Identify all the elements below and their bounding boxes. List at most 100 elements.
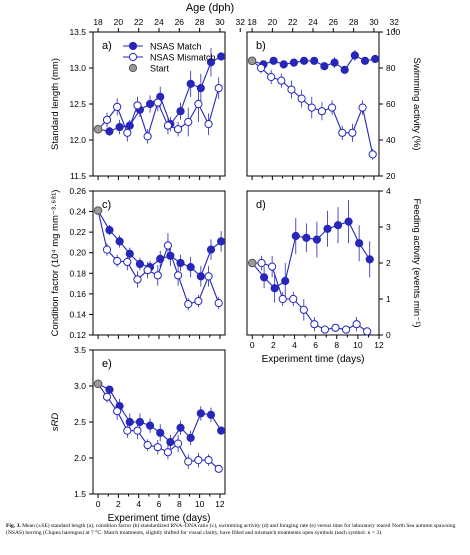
top-tick-label: 18: [247, 17, 257, 27]
data-point-mismatch: [133, 275, 142, 284]
data-point-match: [135, 417, 145, 427]
data-point-mismatch: [173, 271, 183, 280]
data-point-mismatch: [317, 107, 327, 116]
x-axis-label: Experiment time (days): [262, 354, 365, 365]
data-point-match: [135, 259, 145, 269]
data-point-mismatch: [331, 323, 340, 332]
data-point-mismatch: [184, 457, 193, 466]
legend-match-label: NSAS Match: [150, 42, 202, 52]
top-tick-label: 20: [268, 17, 278, 27]
legend-start-label: Start: [150, 64, 170, 74]
y-tick-label: 1.5: [74, 489, 86, 499]
data-point-mismatch: [143, 440, 152, 450]
data-point-mismatch: [214, 84, 223, 93]
panel-label: c): [102, 199, 111, 211]
data-point-match: [302, 233, 311, 242]
panel-label: e): [102, 358, 112, 370]
data-point-match: [196, 272, 205, 281]
data-point-mismatch: [113, 256, 122, 266]
data-point-match: [145, 421, 155, 430]
plot-frame: [246, 190, 380, 336]
panel-a: a) 11.5 12.0 12.5 13.0 13.5 Standard length (m…: [50, 17, 245, 181]
data-point-mismatch: [320, 325, 330, 334]
figure-caption: Fig. 3. Mean (±SE) standard length (a), …: [6, 523, 464, 537]
data-point-mismatch: [267, 72, 276, 82]
data-point-mismatch: [204, 120, 213, 129]
x-tick-label: 8: [177, 499, 182, 509]
data-point-match: [355, 239, 364, 248]
data-point-match: [105, 225, 114, 235]
y-tick-label: 3.0: [74, 381, 86, 391]
data-point-mismatch: [363, 327, 372, 336]
data-point-mismatch: [143, 132, 152, 141]
data-point-mismatch: [299, 305, 308, 314]
data-point-mismatch: [297, 94, 306, 103]
y-tick-label: 1: [386, 294, 391, 304]
data-point-match: [125, 417, 134, 427]
data-point-match: [206, 245, 216, 254]
data-point-mismatch: [173, 439, 183, 448]
top-tick-label: 28: [195, 17, 205, 27]
data-point-mismatch: [133, 101, 142, 110]
y-axis-label: Feeding activity (events min⁻¹): [411, 198, 422, 327]
y-tick-label: 60: [386, 99, 396, 109]
data-point-match: [186, 79, 195, 88]
top-tick-label: 32: [389, 17, 399, 27]
data-point-match: [365, 255, 374, 264]
data-point-match: [176, 107, 185, 116]
y-tick-label: 0.22: [69, 227, 86, 237]
data-point-match: [196, 84, 205, 93]
y-axis-label: sRD: [50, 413, 61, 432]
data-point-match: [281, 276, 290, 286]
data-point-mismatch: [358, 103, 367, 112]
legend-mismatch-marker: [128, 52, 138, 62]
start-point: [247, 56, 257, 66]
x-tick-label: 8: [334, 340, 339, 350]
data-point-mismatch: [184, 117, 193, 127]
data-point-mismatch: [153, 98, 162, 107]
data-point-mismatch: [214, 464, 223, 473]
top-tick-label: 30: [369, 17, 379, 27]
x-tick-label: 4: [292, 340, 297, 350]
panel-label: b): [256, 40, 266, 52]
data-point-mismatch: [173, 125, 183, 134]
data-point-mismatch: [123, 426, 132, 435]
top-tick-label: 26: [329, 17, 339, 27]
top-tick-label: 22: [134, 17, 144, 27]
x-tick-label: 10: [353, 340, 363, 350]
data-point-match: [360, 56, 370, 65]
x-tick-label: 2: [116, 499, 121, 509]
data-point-match: [323, 224, 332, 233]
data-point-mismatch: [123, 257, 132, 267]
x-tick-label: 6: [157, 499, 162, 509]
data-point-match: [310, 56, 319, 65]
y-tick-label: 3.5: [74, 345, 86, 355]
x-tick-label: 12: [374, 340, 384, 350]
data-point-mismatch: [153, 443, 162, 452]
data-point-mismatch: [143, 266, 152, 275]
legend-mismatch-label: NSAS Mismatch: [150, 53, 216, 63]
data-point-match: [371, 54, 380, 64]
top-tick-label: 22: [288, 17, 298, 27]
data-point-match: [260, 273, 269, 282]
y-tick-label: 0.12: [69, 330, 86, 340]
top-axis-title-group: Age (dph): [186, 2, 234, 14]
data-point-mismatch: [257, 258, 266, 268]
series-line-mismatch: [252, 262, 368, 332]
data-point-match: [344, 217, 353, 226]
y-tick-label: 80: [386, 63, 396, 73]
data-point-mismatch: [194, 456, 203, 465]
data-point-match: [166, 438, 175, 447]
caption-text: Mean (±SE) standard length (a), conditio…: [6, 523, 456, 537]
data-point-mismatch: [256, 63, 266, 73]
x-tick-label: 10: [195, 499, 205, 509]
start-point: [93, 379, 103, 389]
x-tick-label: 2: [271, 340, 276, 350]
data-point-mismatch: [102, 392, 112, 401]
top-tick-label: 28: [349, 17, 359, 27]
data-point-match: [115, 122, 124, 132]
data-point-mismatch: [102, 115, 112, 124]
data-point-match: [217, 426, 226, 435]
data-point-match: [333, 221, 343, 230]
